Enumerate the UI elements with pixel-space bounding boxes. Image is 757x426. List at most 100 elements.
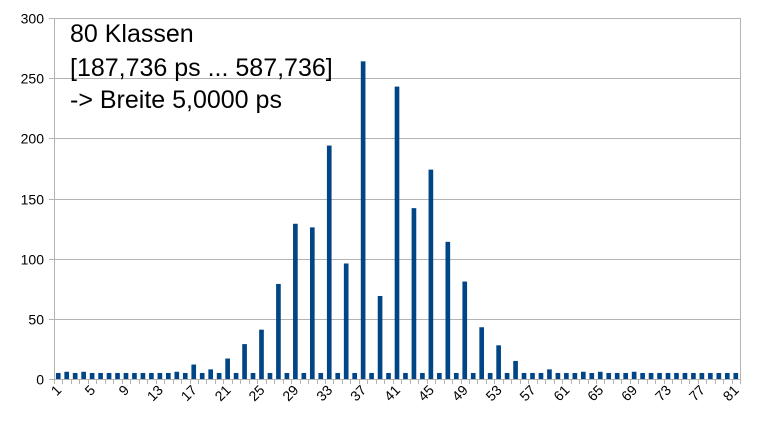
bar [547,369,552,379]
bar [284,372,290,379]
bar [504,372,510,379]
bar [259,329,264,379]
x-tick-label: 57 [516,382,538,404]
bar [55,372,61,379]
y-tick-label: 100 [21,252,45,268]
bar [589,372,595,379]
annotation-line-3: -> Breite 5,0000 ps [70,86,282,114]
x-tick-label: 9 [115,382,132,399]
bar [580,371,586,379]
bar [208,369,214,379]
bar [166,372,171,379]
bar [631,371,637,379]
x-tick-label: 81 [720,382,742,404]
bar [72,372,78,379]
bar [276,283,281,379]
x-tick-label: 49 [449,382,471,404]
bar [199,372,205,379]
x-tick-label: 1 [48,382,65,399]
bar [149,372,154,379]
bar [665,372,671,379]
bar [691,372,696,379]
annotation-line-1: 80 Klassen [70,20,194,48]
bar [343,263,349,379]
x-tick-label: 37 [347,382,369,404]
bar [225,358,230,379]
bar [555,372,561,379]
bar [233,372,239,379]
bar [623,372,628,379]
x-tick-label: 61 [550,382,572,404]
bar [572,372,578,379]
x-tick-label: 33 [313,382,335,404]
bars [55,61,739,379]
bar [326,145,332,379]
bar [309,227,315,379]
bar [123,372,129,379]
bar [708,372,713,379]
bar [479,327,485,379]
bar [335,372,341,379]
bar [216,372,222,379]
bar [682,372,688,379]
bar [674,372,679,379]
bar [182,372,188,379]
bar [140,372,146,379]
bar [98,372,103,379]
bar [174,371,180,379]
bar [648,372,654,379]
bar [487,372,493,379]
bar [699,372,705,379]
bar [716,372,722,379]
y-axis-tick-labels: 0 50 100 150 200 250 300 [21,11,45,388]
bar [377,295,383,379]
bar [132,372,137,379]
x-tick-label: 25 [245,382,267,404]
bar [360,61,366,379]
y-tick-label: 200 [21,131,45,147]
bar [470,372,476,379]
y-tick-label: 0 [36,372,44,388]
x-axis-tick-labels: 1 5 9 13 17 21 25 29 33 37 41 45 49 53 57 61 65 69 73 77 81 [48,382,743,404]
bar [538,372,544,379]
x-tick-label: 5 [81,382,98,399]
y-tick-label: 150 [21,192,45,208]
bar [394,86,400,379]
bar [462,281,468,379]
x-tick-label: 29 [279,382,301,404]
x-tick-label: 53 [482,382,504,404]
bar [250,372,256,379]
bar [428,169,434,379]
bar [157,372,163,379]
bar [267,372,273,379]
x-tick-label: 21 [211,382,233,404]
bar [115,372,120,379]
y-tick-label: 50 [28,312,44,328]
bar [369,372,374,379]
bar [640,372,645,379]
bar [403,372,408,379]
x-tick-label: 45 [415,382,437,404]
x-tick-label: 69 [618,382,640,404]
bar [242,344,247,379]
bar [437,372,442,379]
annotation-line-2: [187,736 ps ... 587,736] [70,54,333,82]
x-tick-label: 13 [144,382,166,404]
x-tick-label: 73 [652,382,674,404]
bar [733,372,739,379]
bar [420,372,425,379]
bar [106,372,112,379]
bar [724,372,730,379]
annotation: 80 Klassen [187,736 ps ... 587,736] -> B… [70,20,333,114]
bar [301,372,307,379]
bar [606,372,612,379]
x-tick-label: 41 [381,382,403,404]
x-tick-label: 17 [178,382,200,404]
bar [530,372,535,379]
bar [89,372,95,379]
bar [386,372,391,379]
bar [411,208,417,379]
bar [496,345,501,379]
bar [597,371,603,379]
